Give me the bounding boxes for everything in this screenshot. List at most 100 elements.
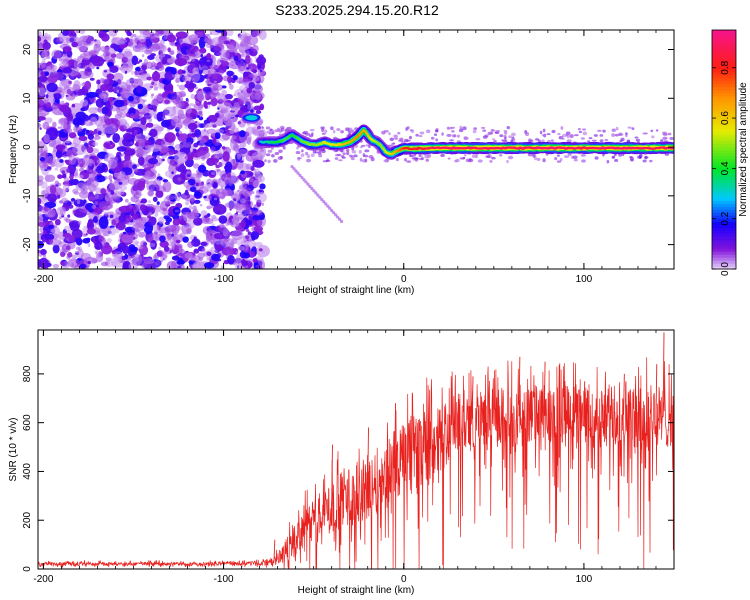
noise-blob (131, 255, 135, 258)
noise-blob (80, 252, 92, 261)
noise-blob (77, 220, 82, 225)
colorbar-swatch (712, 83, 736, 88)
colorbar-tick-label: 0.8 (720, 60, 731, 74)
noise-blob (122, 133, 133, 141)
noise-blob (107, 158, 118, 169)
snr-ytick-label: 600 (22, 414, 33, 431)
snr-peak-spike (662, 332, 665, 417)
noise-blob (62, 184, 70, 192)
signal-scatter (508, 135, 512, 139)
noise-blob (122, 231, 127, 235)
noise-blob (53, 71, 65, 80)
noise-blob (84, 80, 92, 90)
noise-blob (79, 162, 87, 169)
noise-blob (116, 146, 127, 152)
signal-scatter (446, 133, 452, 137)
signal-scatter (550, 139, 554, 142)
noise-blob (203, 183, 212, 190)
noise-blob (239, 85, 247, 93)
signal-scatter (541, 139, 545, 143)
noise-blob (252, 159, 265, 168)
noise-blob (42, 41, 51, 50)
noise-blob (193, 199, 201, 204)
noise-blob (77, 56, 81, 60)
noise-blob (63, 176, 70, 183)
noise-blob (116, 89, 120, 93)
noise-blob (210, 188, 221, 196)
colorbar-swatch (712, 209, 736, 213)
noise-blob (58, 62, 68, 68)
streak-point (322, 200, 326, 204)
noise-blob (211, 223, 216, 226)
noise-blob (228, 44, 235, 53)
noise-blob (82, 65, 89, 70)
snr-peak-spike (394, 403, 396, 467)
noise-blob (44, 117, 53, 124)
noise-blob (66, 123, 71, 129)
noise-blob (136, 61, 140, 64)
signal-scatter (546, 133, 551, 136)
signal-scatter (340, 130, 344, 134)
noise-blob (130, 184, 139, 197)
colorbar-swatch (712, 71, 736, 76)
noise-blob (94, 39, 101, 49)
signal-scatter (325, 159, 331, 162)
signal-scatter (265, 153, 271, 157)
colorbar-swatch (712, 251, 736, 255)
noise-blob (71, 254, 78, 259)
noise-blob (52, 244, 60, 254)
colorbar-swatch (712, 68, 736, 73)
noise-blob (89, 155, 95, 160)
signal-scatter (465, 158, 471, 163)
colorbar-swatch (712, 92, 736, 97)
noise-blob (176, 244, 183, 255)
noise-blob (78, 174, 84, 179)
noise-blob (245, 163, 252, 170)
signal-scatter (318, 153, 323, 158)
noise-blob (244, 196, 248, 200)
signal-scatter (588, 137, 593, 140)
signal-scatter (359, 157, 363, 162)
noise-blob (123, 122, 130, 130)
streak-point (332, 211, 336, 215)
snr-series-line (38, 357, 674, 569)
colorbar-tick-label: 0.4 (720, 161, 731, 175)
noise-blob (128, 262, 138, 269)
noise-blob (222, 151, 230, 162)
noise-blob (95, 251, 98, 255)
noise-blob (214, 244, 224, 252)
noise-blob (95, 236, 99, 239)
noise-blob (218, 193, 223, 197)
noise-blob (113, 72, 124, 83)
colorbar-swatch (712, 89, 736, 94)
noise-blob (133, 168, 139, 173)
noise-blob (226, 30, 234, 37)
signal-scatter (408, 135, 412, 140)
noise-blob (56, 194, 61, 199)
colorbar-swatch (712, 128, 736, 133)
signal-scatter (305, 151, 309, 156)
signal-scatter (306, 158, 312, 163)
noise-blob (228, 60, 242, 70)
snr-ylabel: SNR (10 * v/v) (8, 418, 19, 482)
noise-blob (213, 232, 226, 240)
noise-blob (86, 228, 96, 235)
snr-xtick-label: 100 (576, 574, 593, 585)
noise-blob (140, 212, 143, 216)
colorbar-swatch (712, 158, 736, 163)
signal-scatter (404, 158, 407, 162)
noise-blob (209, 233, 213, 236)
signal-scatter (569, 134, 574, 138)
noise-blob (256, 56, 267, 66)
noise-blob (52, 121, 57, 128)
noise-blob (252, 258, 258, 263)
noise-blob (251, 30, 261, 37)
noise-blob (152, 107, 157, 112)
noise-blob (160, 119, 171, 128)
noise-blob (108, 174, 113, 181)
signal-scatter (388, 132, 391, 136)
noise-blob (53, 160, 58, 167)
signal-scatter (358, 149, 362, 154)
signal-scatter (472, 129, 477, 134)
